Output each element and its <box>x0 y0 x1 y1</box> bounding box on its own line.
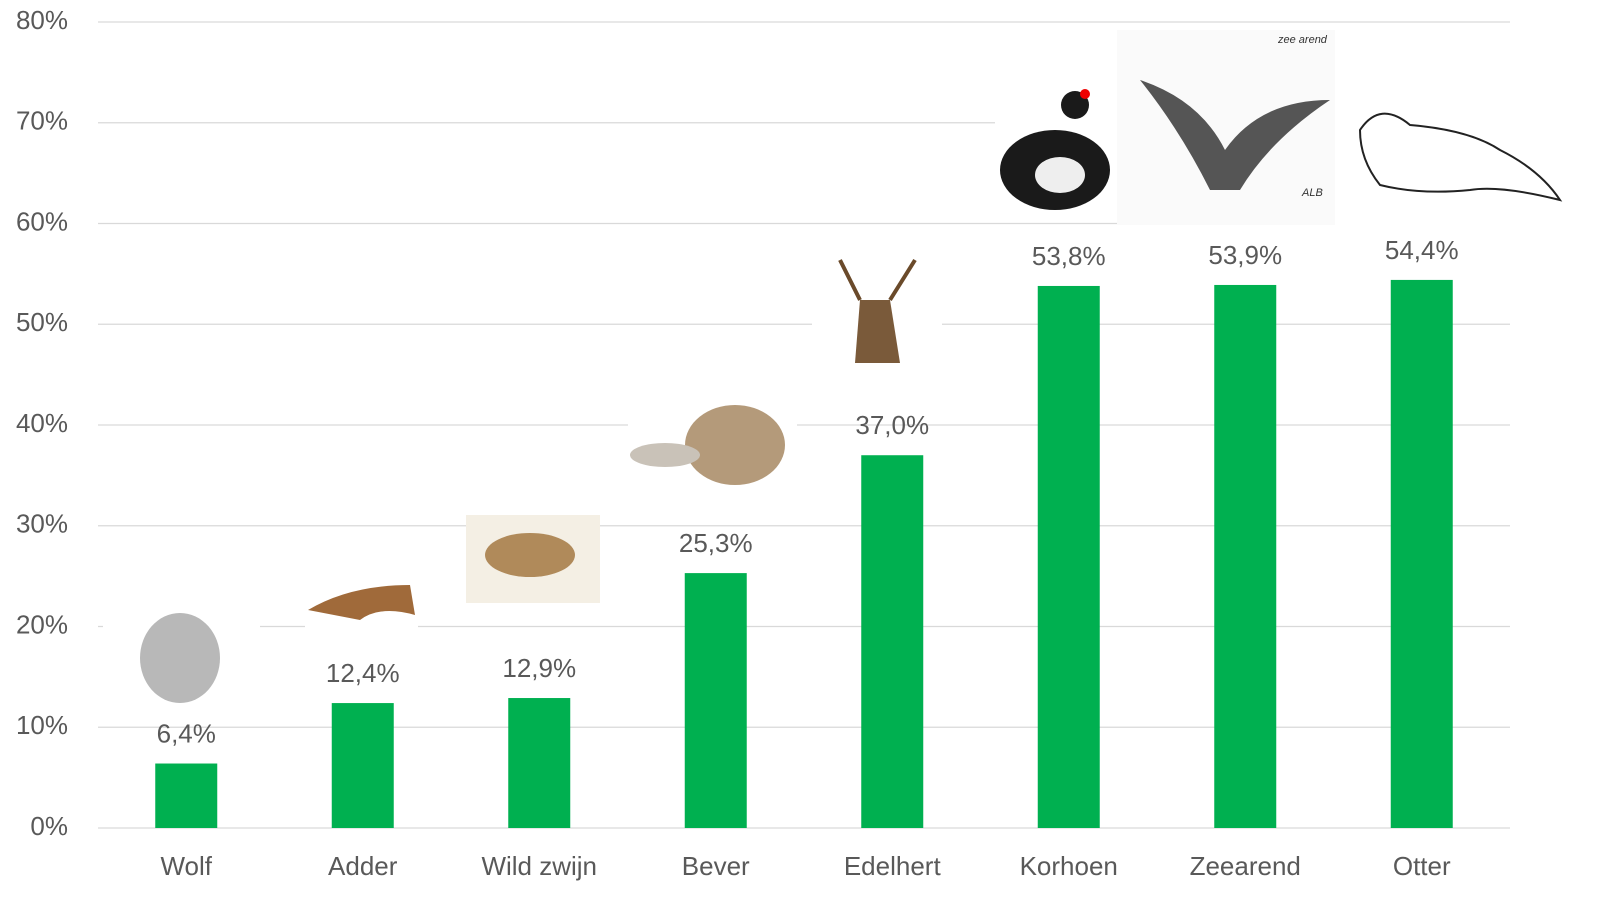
x-tick-label: Wild zwijn <box>481 851 597 881</box>
value-label: 53,9% <box>1208 240 1282 270</box>
value-label: 6,4% <box>157 718 216 748</box>
value-label: 12,9% <box>502 653 576 683</box>
animal-pictures: zee arend ALB <box>103 30 1565 713</box>
y-tick-label: 10% <box>16 710 68 740</box>
bar <box>1037 285 1100 829</box>
y-tick-label: 20% <box>16 609 68 639</box>
x-tick-label: Edelhert <box>844 851 942 881</box>
y-tick-label: 80% <box>16 5 68 35</box>
wolf-picture <box>103 603 260 713</box>
value-label: 53,8% <box>1032 241 1106 271</box>
x-tick-label: Korhoen <box>1020 851 1118 881</box>
value-label: 54,4% <box>1385 235 1459 265</box>
y-tick-label: 60% <box>16 206 68 236</box>
grouse-picture <box>995 83 1117 218</box>
bar <box>508 698 571 828</box>
beaver-picture <box>628 398 797 498</box>
x-tick-label: Wolf <box>160 851 212 881</box>
bar <box>1214 284 1277 828</box>
bar <box>684 573 747 828</box>
y-tick-label: 70% <box>16 106 68 136</box>
eagle-note: zee arend <box>1277 34 1328 46</box>
x-tick-label: Adder <box>328 851 398 881</box>
bar <box>155 763 218 828</box>
y-tick-label: 40% <box>16 408 68 438</box>
bar <box>1390 279 1453 828</box>
x-tick-label: Otter <box>1393 851 1451 881</box>
x-tick-label: Zeearend <box>1190 851 1301 881</box>
otter-picture <box>1335 92 1565 235</box>
bar <box>861 455 924 828</box>
value-label: 25,3% <box>679 528 753 558</box>
x-tick-label: Bever <box>682 851 750 881</box>
adder-picture <box>305 568 418 628</box>
value-label: 37,0% <box>855 410 929 440</box>
boar-picture <box>466 515 600 603</box>
y-tick-label: 50% <box>16 307 68 337</box>
eagle-picture: zee arend ALB <box>1117 30 1335 225</box>
y-tick-label: 0% <box>30 811 68 841</box>
value-label: 12,4% <box>326 658 400 688</box>
eagle-signature: ALB <box>1301 187 1323 199</box>
bar <box>331 703 394 828</box>
y-tick-label: 30% <box>16 509 68 539</box>
deer-picture <box>812 252 942 363</box>
